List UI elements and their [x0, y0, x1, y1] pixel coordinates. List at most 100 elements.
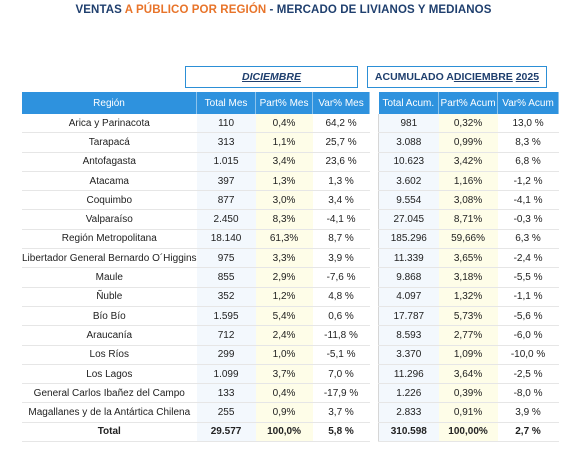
page-title: VENTAS A PÚBLICO POR REGIÓN - MERCADO DE…: [0, 4, 567, 16]
col-header-part-accum: Part% Acum: [438, 92, 499, 114]
table-row: Los Ríos 299 1,0% -5,1 % 3.370 1,09% -10,0 %: [22, 345, 559, 365]
cell-region: Total: [22, 422, 197, 443]
cell-part-month: 3,4%: [255, 152, 313, 172]
cell-var-month: 25,7 %: [312, 132, 370, 153]
cell-var-month: 1,3 %: [312, 171, 370, 192]
cell-var-accum: -2,5 %: [497, 364, 559, 385]
table-row: Coquimbo 877 3,0% 3,4 % 9.554 3,08% -4,1 %: [22, 190, 559, 211]
title-part2: - MERCADO DE LIVIANOS Y MEDIANOS: [266, 4, 492, 16]
cell-region: Los Ríos: [22, 345, 197, 365]
cell-region: Arica y Parinacota: [22, 114, 197, 134]
cell-var-accum: -8,0 %: [497, 383, 559, 404]
cell-part-accum: 100,00%: [438, 422, 498, 443]
cell-gap: [369, 287, 379, 307]
cell-var-month: 5,8 %: [312, 422, 370, 443]
title-part1: VENTAS: [75, 4, 125, 16]
cell-var-month: 3,4 %: [312, 190, 370, 211]
cell-var-month: -4,1 %: [312, 209, 370, 230]
cell-part-accum: 3,08%: [438, 190, 498, 211]
col-gap: [369, 92, 379, 114]
table-row: Maule 855 2,9% -7,6 % 9.868 3,18% -5,5 %: [22, 267, 559, 288]
cell-var-month: -7,6 %: [312, 267, 370, 288]
cell-var-month: 23,6 %: [312, 152, 370, 172]
cell-part-accum: 0,91%: [438, 402, 498, 423]
cell-var-accum: -4,1 %: [497, 190, 559, 211]
cell-total-month: 18.140: [196, 229, 256, 250]
table-row: Araucanía 712 2,4% -11,8 % 8.593 2,77% -6,0 %: [22, 325, 559, 346]
cell-region: General Carlos Ibañez del Campo: [22, 383, 197, 404]
col-header-part-month: Part% Mes: [255, 92, 314, 114]
cell-region: Ñuble: [22, 287, 197, 307]
cell-total-accum: 8.593: [378, 325, 439, 346]
cell-total-month: 352: [196, 287, 256, 307]
cell-var-accum: -5,5 %: [497, 267, 559, 288]
cell-total-month: 29.577: [196, 422, 256, 443]
cell-gap: [369, 383, 379, 403]
cell-var-accum: 6,8 %: [497, 152, 559, 172]
cell-part-accum: 3,18%: [438, 267, 498, 288]
cell-part-month: 1,2%: [255, 287, 313, 307]
cell-part-accum: 1,09%: [438, 345, 498, 365]
cell-var-month: 3,9 %: [312, 248, 370, 269]
cell-region: Valparaíso: [22, 209, 197, 230]
cell-part-month: 3,3%: [255, 248, 313, 269]
cell-part-month: 8,3%: [255, 209, 313, 230]
cell-total-accum: 3.370: [378, 345, 439, 365]
sales-table: Región Total Mes Part% Mes Var% Mes Tota…: [22, 92, 560, 443]
col-header-var-accum: Var% Acum: [497, 92, 560, 114]
cell-var-month: -5,1 %: [312, 345, 370, 365]
cell-var-accum: 2,7 %: [497, 422, 559, 443]
cell-total-month: 299: [196, 345, 256, 365]
cell-total-month: 1.015: [196, 152, 256, 172]
cell-total-month: 397: [196, 171, 256, 192]
cell-total-accum: 3.088: [378, 132, 439, 153]
cell-part-accum: 3,65%: [438, 248, 498, 269]
cell-part-month: 0,4%: [255, 383, 313, 404]
table-row: Arica y Parinacota 110 0,4% 64,2 % 981 0,32% 1…: [22, 114, 559, 134]
cell-region: Atacama: [22, 171, 197, 192]
cell-total-month: 1.595: [196, 306, 256, 327]
cell-region: Bío Bío: [22, 306, 197, 327]
cell-gap: [369, 345, 379, 365]
col-header-total-accum: Total Acum.: [378, 92, 440, 114]
cell-var-accum: -0,3 %: [497, 209, 559, 230]
cell-gap: [369, 364, 379, 384]
cell-total-accum: 9.868: [378, 267, 439, 288]
cell-part-accum: 3,42%: [438, 152, 498, 172]
cell-part-month: 1,0%: [255, 345, 313, 365]
accum-month: DICIEMBRE: [453, 71, 513, 83]
cell-part-month: 3,7%: [255, 364, 313, 385]
cell-gap: [369, 402, 379, 423]
table-row: Bío Bío 1.595 5,4% 0,6 % 17.787 5,73% -5,6 %: [22, 306, 559, 327]
cell-part-accum: 2,77%: [438, 325, 498, 346]
cell-var-accum: -2,4 %: [497, 248, 559, 269]
cell-part-accum: 0,32%: [438, 114, 498, 134]
cell-gap: [369, 171, 379, 191]
cell-region: Tarapacá: [22, 132, 197, 153]
cell-total-accum: 11.296: [378, 364, 439, 385]
cell-var-month: 3,7 %: [312, 402, 370, 423]
cell-region: Antofagasta: [22, 152, 197, 172]
cell-part-accum: 0,39%: [438, 383, 498, 404]
cell-total-month: 975: [196, 248, 256, 269]
cell-part-month: 3,0%: [255, 190, 313, 211]
cell-total-month: 877: [196, 190, 256, 211]
cell-gap: [369, 190, 379, 210]
cell-part-month: 100,0%: [255, 422, 313, 443]
cell-region: Araucanía: [22, 325, 197, 346]
cell-gap: [369, 132, 379, 153]
cell-total-accum: 10.623: [378, 152, 439, 172]
cell-part-month: 0,9%: [255, 402, 313, 423]
cell-region: Coquimbo: [22, 190, 197, 211]
cell-var-month: -11,8 %: [312, 325, 370, 346]
cell-total-accum: 981: [378, 114, 439, 134]
cell-total-accum: 185.296: [378, 229, 439, 250]
cell-total-month: 712: [196, 325, 256, 346]
cell-part-accum: 1,16%: [438, 171, 498, 192]
cell-part-month: 1,3%: [255, 171, 313, 192]
cell-total-accum: 17.787: [378, 306, 439, 327]
table-row: Los Lagos 1.099 3,7% 7,0 % 11.296 3,64% -2,5 %: [22, 364, 559, 385]
cell-gap: [369, 114, 379, 133]
cell-gap: [369, 267, 379, 288]
cell-total-month: 133: [196, 383, 256, 404]
